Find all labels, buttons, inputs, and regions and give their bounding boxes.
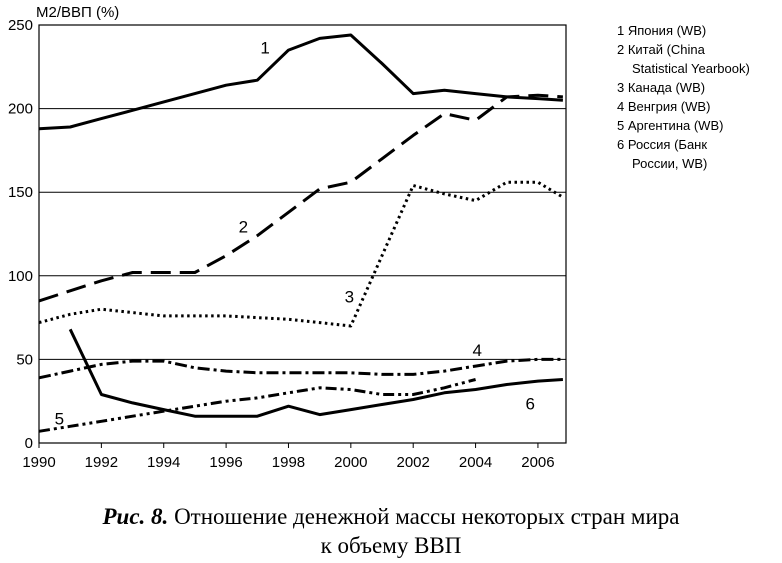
caption-text-1: Отношение денежной массы некоторых стран… xyxy=(168,504,680,529)
y-tick-label-250: 250 xyxy=(8,17,33,34)
y-tick-label-200: 200 xyxy=(8,101,33,118)
series-label-4: 4 xyxy=(472,341,481,360)
y-tick-label-100: 100 xyxy=(8,268,33,285)
legend-entry-5: 5 Аргентина (WB) xyxy=(617,118,723,133)
legend-entry-1: 1 Япония (WB) xyxy=(617,23,706,38)
series-line-5 xyxy=(38,378,476,433)
series-label-6: 6 xyxy=(525,395,534,414)
legend: 1 Япония (WB) 2 Китай (China Statistical Y… xyxy=(617,23,750,171)
x-tick-label-1994: 1994 xyxy=(147,454,180,471)
figure-caption: Рис. 8. Отношение денежной массы некотор… xyxy=(0,502,782,560)
x-tick-label-1990: 1990 xyxy=(22,454,55,471)
caption-lead: Рис. 8. xyxy=(102,504,169,529)
grid-lines xyxy=(39,108,566,360)
x-axis-ticks: 1990 1992 1994 1996 1998 2000 2002 2004 2006 xyxy=(22,443,555,471)
x-tick-label-2002: 2002 xyxy=(397,454,430,471)
caption-line-2: к объему ВВП xyxy=(320,533,462,558)
y-tick-label-150: 150 xyxy=(8,184,33,201)
chart: 1990 1992 1994 1996 1998 2000 2002 2004 2006 050… xyxy=(8,4,750,471)
series-line-3 xyxy=(38,180,564,328)
legend-entry-4: 4 Венгрия (WB) xyxy=(617,99,710,114)
y-axis-label: М2/ВВП (%) xyxy=(36,4,119,21)
y-tick-label-0: 0 xyxy=(25,435,33,452)
x-tick-label-1992: 1992 xyxy=(85,454,118,471)
legend-entry-6: 6 Россия (Банк xyxy=(617,137,707,152)
series-line-6 xyxy=(68,328,563,418)
series-label-1: 1 xyxy=(260,38,269,57)
series-label-2: 2 xyxy=(239,217,248,236)
legend-entry-2: 2 Китай (China xyxy=(617,42,706,57)
series-line-2 xyxy=(38,93,564,303)
legend-entry-2-cont: Statistical Yearbook) xyxy=(632,61,750,76)
y-tick-label-50: 50 xyxy=(16,351,33,368)
plot-frame xyxy=(38,24,567,444)
x-tick-label-2004: 2004 xyxy=(459,454,492,471)
series-line-1 xyxy=(38,33,563,131)
series-label-3: 3 xyxy=(345,288,354,307)
series-label-5: 5 xyxy=(55,410,64,429)
x-tick-label-1998: 1998 xyxy=(272,454,305,471)
x-tick-label-2000: 2000 xyxy=(334,454,367,471)
series-lines xyxy=(38,33,564,433)
series-line-4 xyxy=(38,357,563,380)
series-labels: 1 2 3 4 5 6 xyxy=(55,38,535,428)
legend-entry-6-cont: России, WB) xyxy=(632,156,707,171)
x-tick-label-1996: 1996 xyxy=(209,454,242,471)
y-axis-ticks: 0 50 100 150 200 250 xyxy=(8,17,33,452)
legend-entry-3: 3 Канада (WB) xyxy=(617,80,705,95)
caption-line-1: Рис. 8. Отношение денежной массы некотор… xyxy=(0,502,782,531)
x-tick-label-2006: 2006 xyxy=(521,454,554,471)
